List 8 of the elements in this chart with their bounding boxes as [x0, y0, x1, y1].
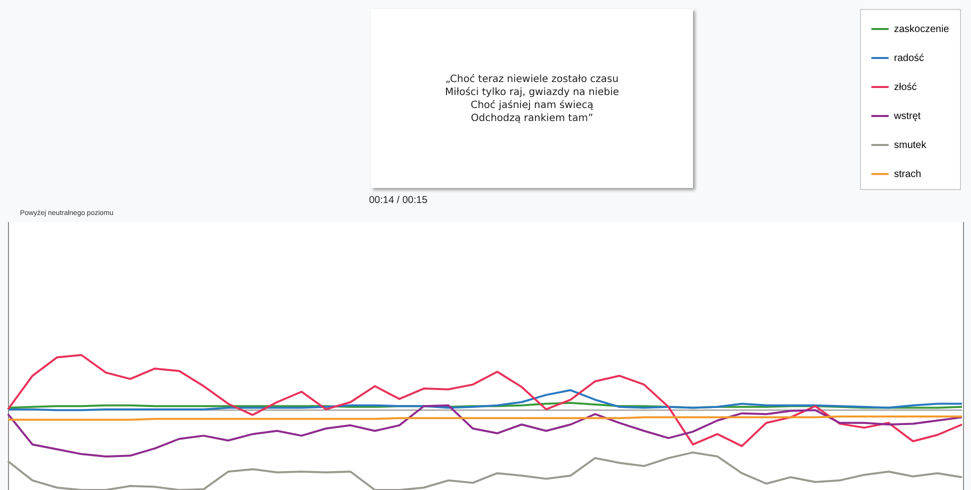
- legend-label: strach: [894, 169, 922, 180]
- text: 00:14 / 00:15: [369, 195, 428, 206]
- legend-label: radość: [894, 53, 924, 64]
- legend-label: złość: [894, 82, 917, 93]
- text: „Choć teraz niewiele zostało czasu Miłości tylko raj, gwiazdy na niebie Choć jaśniej nam świecą Odchodzą rankiem tam”: [371, 9, 693, 188]
- legend-label: smutek: [894, 140, 928, 151]
- legend-label: zaskoczenie: [894, 24, 950, 35]
- legend-label: wstręt: [893, 111, 921, 122]
